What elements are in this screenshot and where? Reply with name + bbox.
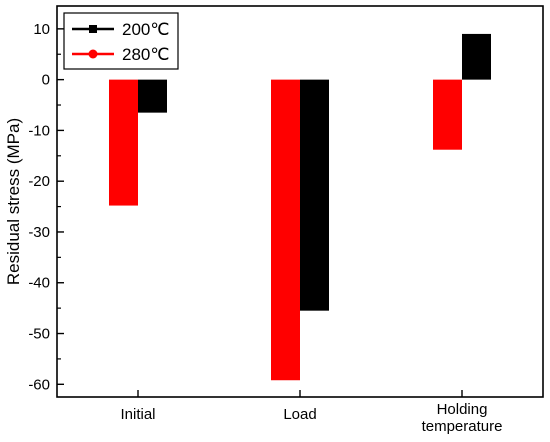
legend-box [63, 12, 179, 70]
x-tick-label: Holding temperature [422, 401, 503, 435]
y-axis-title: Residual stress (MPa) [4, 118, 23, 285]
y-tick-label: -60 [28, 376, 50, 393]
legend-square-marker [89, 25, 97, 33]
legend-circle-marker [88, 49, 98, 59]
bars-group [109, 33, 491, 381]
legend-label: 280℃ [122, 45, 169, 64]
x-tick-label: Load [283, 406, 316, 423]
bar-series-280 [271, 79, 300, 381]
bar-series-280 [109, 79, 138, 206]
y-tick-label: -20 [28, 173, 50, 190]
y-axis: 10 0 -10 -20 -30 -40 -50 -60 [28, 21, 64, 393]
y-tick-label: 0 [42, 72, 50, 89]
y-tick-label: -30 [28, 224, 50, 241]
bar-series-200 [138, 79, 167, 113]
bar-series-200 [300, 79, 329, 311]
y-tick-label: -10 [28, 122, 50, 139]
y-tick-label: -50 [28, 326, 50, 343]
x-tick-label: Initial [120, 406, 155, 423]
y-tick-label: -40 [28, 275, 50, 292]
legend-label: 200℃ [122, 20, 169, 39]
bar-series-200 [462, 33, 491, 80]
y-tick-label: 10 [33, 21, 50, 38]
x-axis: Initial Load Holding temperature [120, 390, 502, 435]
legend: 200℃ 280℃ [63, 12, 179, 70]
bar-series-280 [433, 79, 462, 150]
